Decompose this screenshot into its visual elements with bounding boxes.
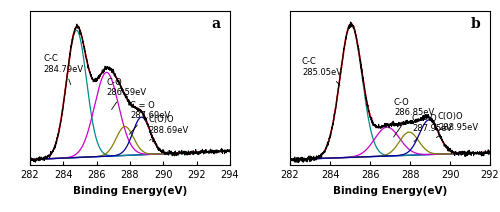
- Text: C = O
287.95eV: C = O 287.95eV: [412, 114, 452, 142]
- Text: C-O
286.59eV: C-O 286.59eV: [106, 78, 147, 110]
- Text: C-O
286.85eV: C-O 286.85eV: [394, 98, 434, 137]
- Text: C-C
284.79eV: C-C 284.79eV: [44, 54, 84, 85]
- Text: a: a: [211, 17, 220, 31]
- Text: C(O)O
288.69eV: C(O)O 288.69eV: [148, 115, 188, 140]
- Text: C = O
287.69eV: C = O 287.69eV: [130, 101, 170, 134]
- Text: C-C
285.05eV: C-C 285.05eV: [302, 57, 342, 85]
- Text: C(O)O
288.95eV: C(O)O 288.95eV: [436, 112, 478, 138]
- Text: b: b: [470, 17, 480, 31]
- X-axis label: Binding Energy(eV): Binding Energy(eV): [73, 186, 187, 196]
- X-axis label: Binding Energy(eV): Binding Energy(eV): [333, 186, 447, 196]
